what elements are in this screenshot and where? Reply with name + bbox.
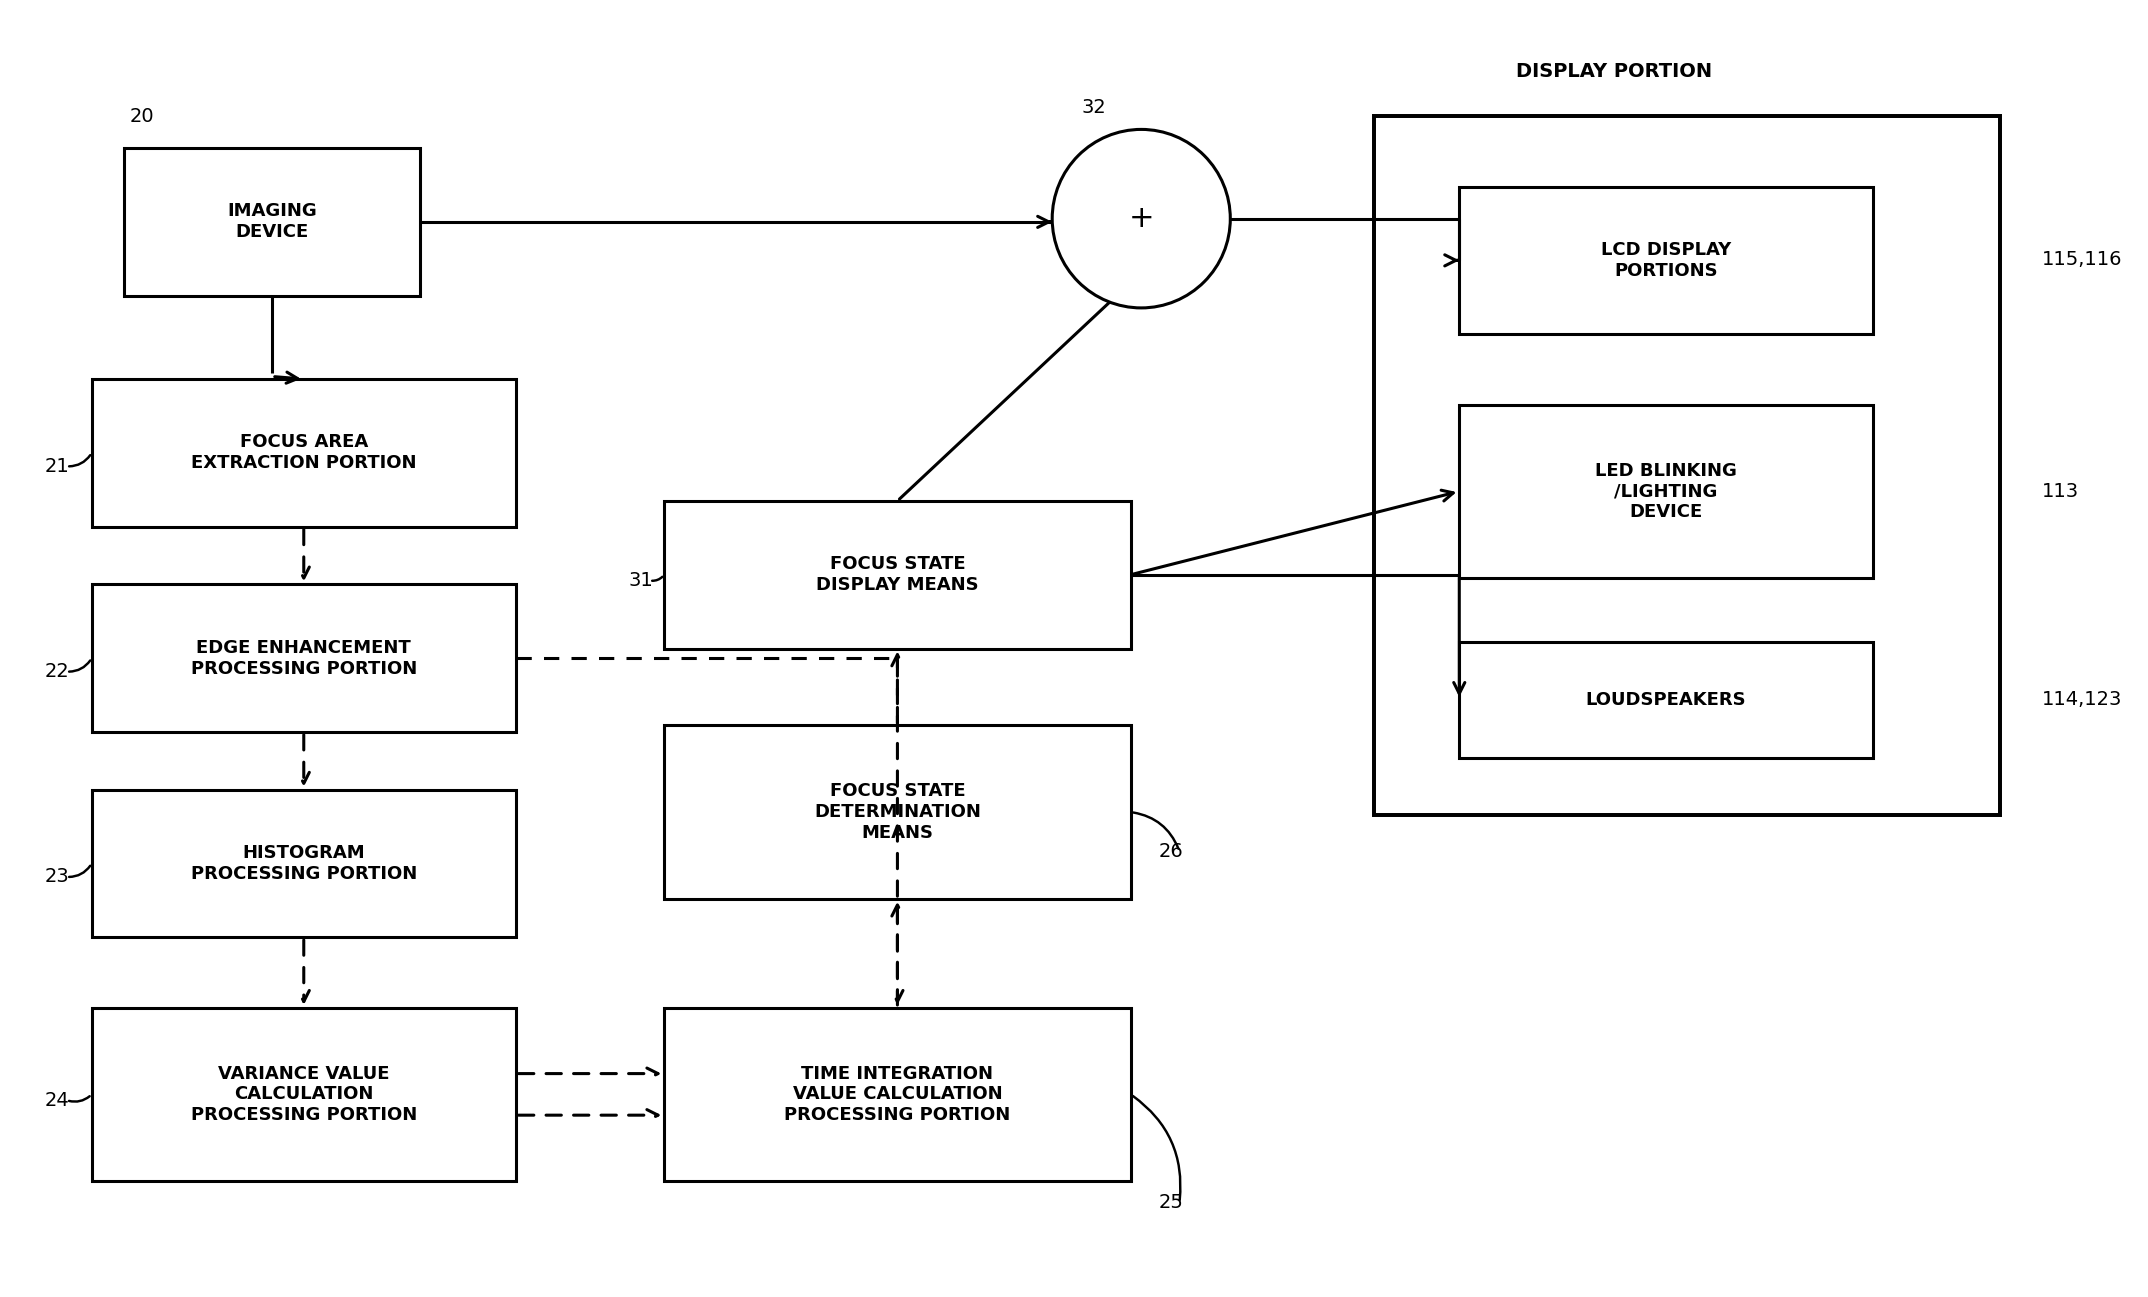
FancyBboxPatch shape — [664, 1008, 1130, 1182]
Text: LCD DISPLAY
PORTIONS: LCD DISPLAY PORTIONS — [1600, 241, 1731, 280]
Text: LOUDSPEAKERS: LOUDSPEAKERS — [1585, 691, 1746, 709]
FancyBboxPatch shape — [125, 148, 421, 296]
FancyBboxPatch shape — [92, 379, 516, 527]
FancyBboxPatch shape — [1458, 187, 1873, 335]
Text: 24: 24 — [45, 1091, 71, 1110]
FancyBboxPatch shape — [92, 585, 516, 732]
Text: +: + — [1128, 204, 1153, 233]
Text: 113: 113 — [2043, 482, 2079, 502]
FancyBboxPatch shape — [1458, 642, 1873, 757]
FancyBboxPatch shape — [92, 790, 516, 938]
Text: 25: 25 — [1158, 1193, 1184, 1213]
Text: VARIANCE VALUE
CALCULATION
PROCESSING PORTION: VARIANCE VALUE CALCULATION PROCESSING PO… — [191, 1065, 417, 1124]
Text: 23: 23 — [45, 868, 71, 886]
FancyBboxPatch shape — [664, 501, 1130, 648]
Text: 31: 31 — [627, 571, 653, 590]
Text: 20: 20 — [129, 106, 155, 126]
Text: DISPLAY PORTION: DISPLAY PORTION — [1516, 61, 1712, 80]
Text: 26: 26 — [1158, 842, 1184, 861]
Text: 115,116: 115,116 — [2043, 250, 2122, 270]
Text: HISTOGRAM
PROCESSING PORTION: HISTOGRAM PROCESSING PORTION — [191, 844, 417, 883]
Text: IMAGING
DEVICE: IMAGING DEVICE — [228, 202, 318, 241]
Text: LED BLINKING
/LIGHTING
DEVICE: LED BLINKING /LIGHTING DEVICE — [1596, 462, 1738, 521]
Text: TIME INTEGRATION
VALUE CALCULATION
PROCESSING PORTION: TIME INTEGRATION VALUE CALCULATION PROCE… — [784, 1065, 1010, 1124]
Text: FOCUS STATE
DISPLAY MEANS: FOCUS STATE DISPLAY MEANS — [816, 555, 979, 594]
Text: 21: 21 — [45, 457, 71, 476]
Ellipse shape — [1053, 130, 1231, 307]
Text: 22: 22 — [45, 661, 71, 681]
Text: 32: 32 — [1083, 97, 1106, 117]
FancyBboxPatch shape — [1458, 405, 1873, 578]
Text: FOCUS STATE
DETERMINATION
MEANS: FOCUS STATE DETERMINATION MEANS — [814, 782, 982, 842]
Text: EDGE ENHANCEMENT
PROCESSING PORTION: EDGE ENHANCEMENT PROCESSING PORTION — [191, 638, 417, 677]
FancyBboxPatch shape — [92, 1008, 516, 1182]
Text: 114,123: 114,123 — [2043, 690, 2122, 709]
FancyBboxPatch shape — [664, 725, 1130, 899]
Text: FOCUS AREA
EXTRACTION PORTION: FOCUS AREA EXTRACTION PORTION — [191, 433, 417, 472]
